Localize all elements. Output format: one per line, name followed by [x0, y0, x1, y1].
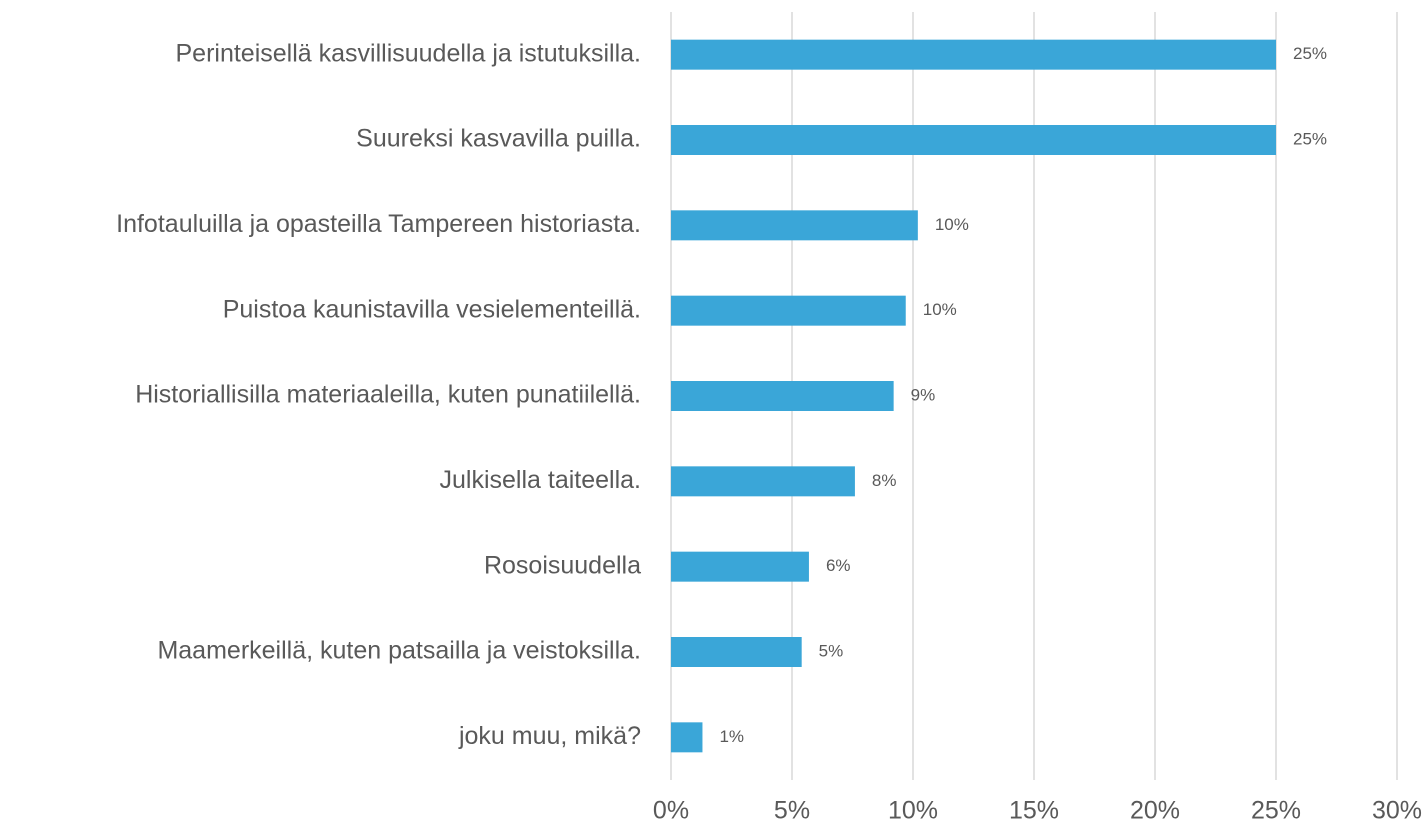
- bar: [671, 637, 802, 667]
- x-tick-label: 30%: [1372, 797, 1422, 825]
- category-label: Historiallisilla materiaaleilla, kuten p…: [135, 381, 641, 409]
- bar: [671, 551, 809, 582]
- category-label: Rosoisuudella: [484, 551, 641, 579]
- value-label: 6%: [826, 556, 851, 575]
- x-tick-label: 0%: [653, 797, 689, 825]
- x-tick-label: 10%: [888, 797, 938, 825]
- value-label: 25%: [1293, 44, 1327, 63]
- bar: [671, 39, 1276, 70]
- value-label: 1%: [719, 727, 744, 746]
- bar: [671, 722, 703, 753]
- bar: [671, 295, 906, 326]
- x-tick-label: 25%: [1251, 797, 1301, 825]
- x-tick-label: 5%: [774, 797, 810, 825]
- value-label: 9%: [911, 385, 936, 404]
- category-label: Julkisella taiteella.: [440, 466, 642, 494]
- category-label: Infotauluilla ja opasteilla Tampereen hi…: [116, 210, 641, 238]
- category-label: Puistoa kaunistavilla vesielementeillä.: [223, 295, 641, 323]
- bar: [671, 466, 855, 497]
- bar: [671, 210, 918, 241]
- x-tick-label: 15%: [1009, 797, 1059, 825]
- value-label: 10%: [923, 300, 957, 319]
- category-label: Maamerkeillä, kuten patsailla ja veistok…: [157, 637, 641, 665]
- category-label: joku muu, mikä?: [458, 722, 641, 750]
- value-label: 5%: [819, 641, 844, 660]
- value-label: 8%: [872, 471, 897, 490]
- value-label: 10%: [935, 215, 969, 234]
- category-label: Suureksi kasvavilla puilla.: [356, 125, 641, 153]
- value-label: 25%: [1293, 129, 1327, 148]
- x-tick-label: 20%: [1130, 797, 1180, 825]
- category-label: Perinteisellä kasvillisuudella ja istutu…: [176, 39, 642, 67]
- bar: [671, 381, 894, 411]
- bar: [671, 125, 1276, 155]
